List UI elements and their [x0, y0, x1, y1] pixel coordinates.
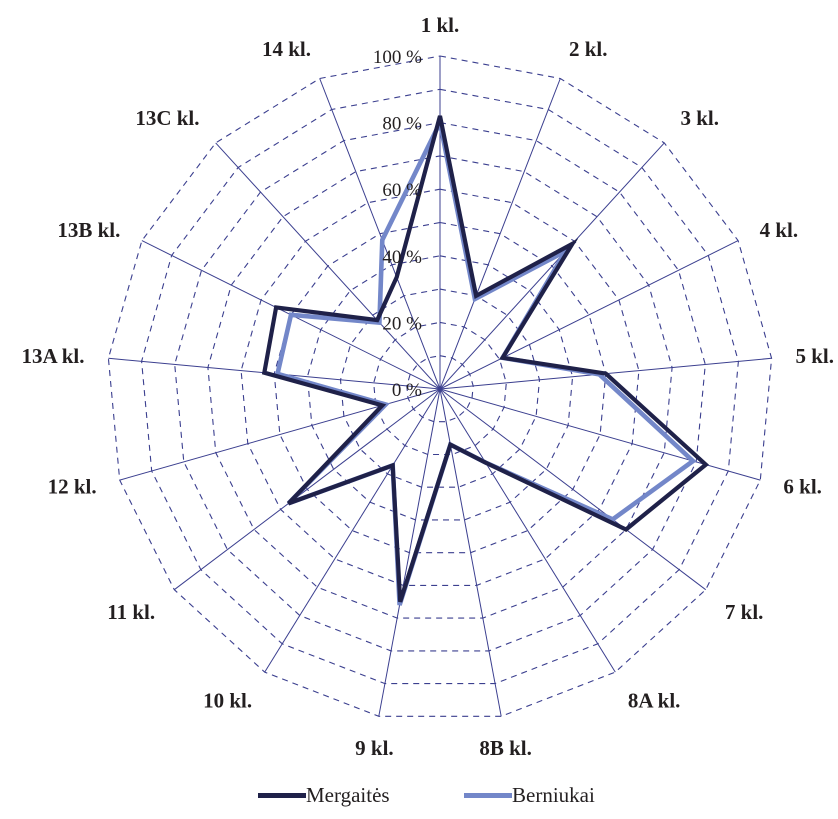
spoke-9: [378, 388, 441, 717]
category-label: 6 kl.: [783, 475, 822, 499]
series-line-mergaites: [261, 115, 710, 603]
spoke-11: [173, 388, 441, 591]
category-label: 12 kl.: [48, 475, 97, 499]
spoke-16: [319, 78, 441, 390]
grid-ring-10: [406, 355, 474, 423]
legend-item-mergaites: Mergaitės: [258, 778, 390, 812]
spoke-7: [439, 388, 616, 673]
grid-ring-40: [306, 255, 574, 521]
legend-swatch-berniukai: [464, 792, 512, 798]
category-label: 8B kl.: [479, 736, 532, 760]
category-label: 8A kl.: [628, 689, 681, 713]
spoke-6: [439, 388, 707, 591]
radial-tick-label: 0 %: [392, 380, 422, 401]
label-layer: 0 % 20 % 40 % 60 % 80 % 100 % 1 kl. 2 kl. 3 kl. 4…: [21, 13, 834, 760]
spoke-1: [439, 78, 561, 390]
series-layer: [261, 115, 710, 606]
radar-grid: [107, 55, 773, 717]
radial-tick-label: 60 %: [382, 180, 422, 201]
category-label: 13C kl.: [135, 106, 199, 130]
radial-tick-label: 80 %: [382, 114, 422, 135]
legend: Mergaitės Berniukai: [0, 778, 838, 812]
category-label: 11 kl.: [107, 600, 155, 624]
radial-tick-label: 40 %: [382, 247, 422, 268]
grid-ring-20: [373, 321, 507, 456]
category-label: 3 kl.: [681, 106, 720, 130]
grid-ring-80: [174, 122, 706, 652]
grid-ring-30: [339, 288, 541, 488]
category-label: 7 kl.: [725, 600, 764, 624]
legend-swatch-mergaites: [258, 792, 306, 798]
spoke-3: [439, 240, 739, 390]
radial-tick-label: 100 %: [373, 47, 422, 68]
spoke-10: [264, 388, 441, 673]
category-label: 10 kl.: [203, 689, 252, 713]
grid-ring-70: [207, 155, 673, 619]
category-label: 9 kl.: [355, 736, 394, 760]
category-label: 13B kl.: [57, 218, 120, 242]
category-label: 13A kl.: [21, 344, 84, 368]
spoke-2: [439, 142, 665, 390]
grid-ring-100: [107, 55, 773, 717]
category-label: 1 kl.: [421, 13, 460, 37]
legend-item-berniukai: Berniukai: [464, 778, 595, 812]
category-label: 2 kl.: [569, 37, 608, 61]
category-label: 4 kl.: [760, 218, 799, 242]
legend-label-mergaites: Mergaitės: [306, 782, 390, 807]
category-label: 14 kl.: [262, 37, 311, 61]
category-label: 5 kl.: [796, 344, 835, 368]
radial-tick-label: 20 %: [382, 313, 422, 334]
spoke-15: [215, 142, 441, 390]
grid-ring-90: [141, 88, 739, 685]
grid-ring-50: [273, 221, 607, 554]
legend-label-berniukai: Berniukai: [512, 782, 595, 807]
radar-chart: 0 % 20 % 40 % 60 % 80 % 100 % 1 kl. 2 kl. 3 kl. 4…: [21, 13, 834, 760]
